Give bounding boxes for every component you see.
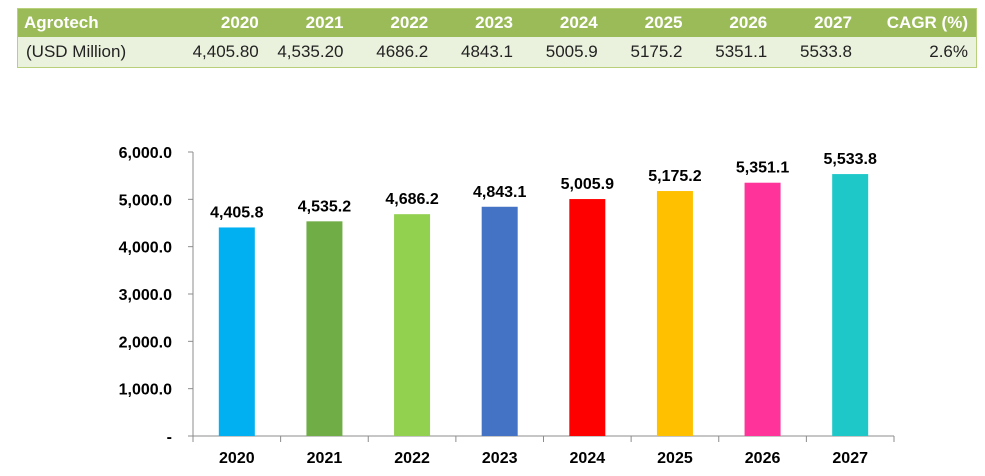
- table-cell: 5351.1: [690, 37, 776, 68]
- x-tick-label: 2021: [307, 450, 343, 467]
- x-tick-label: 2027: [832, 450, 868, 467]
- bar-2023: [481, 206, 518, 436]
- bar-2020: [218, 227, 255, 436]
- table-cell: 4,535.20: [266, 37, 352, 68]
- bar-2022: [394, 214, 431, 436]
- table-header-cell: 2020: [182, 8, 267, 37]
- y-axis: - 1,000.0 2,000.0 3,000.0 4,000.0 5,000.0 6,00…: [119, 145, 194, 446]
- bar-2021: [306, 221, 343, 436]
- x-tick-label: 2020: [219, 450, 255, 467]
- y-tick-label: 3,000.0: [119, 287, 172, 304]
- bar-2024: [569, 199, 606, 436]
- x-axis: 2020 2021 2022 2023 2024 2025 2026 2027: [192, 435, 895, 467]
- y-tick-label: 2,000.0: [119, 334, 172, 351]
- bar-2026: [744, 182, 781, 436]
- data-labels: 4,405.8 4,535.2 4,686.2 4,843.1 5,005.9 5,175…: [210, 151, 877, 221]
- table-header-cell: 2026: [690, 8, 776, 37]
- table-header-cell: 2027: [775, 8, 860, 37]
- y-tick-label: 4,000.0: [119, 240, 172, 257]
- data-label: 4,843.1: [473, 184, 526, 201]
- data-label: 4,405.8: [210, 204, 263, 221]
- y-tick-label: 5,000.0: [119, 192, 172, 209]
- x-tick-label: 2025: [657, 450, 693, 467]
- table-cell: 5533.8: [775, 37, 860, 68]
- table-cell: 2.6%: [860, 37, 977, 68]
- table-header-row: Agrotech 2020 2021 2022 2023 2024 2025 2…: [17, 8, 977, 37]
- table-cell: (USD Million): [17, 37, 182, 68]
- table-header-cell: CAGR (%): [860, 8, 977, 37]
- table-cell: 4843.1: [436, 37, 521, 68]
- bar-2025: [656, 191, 693, 436]
- table-cell: 4,405.80: [182, 37, 267, 68]
- y-tick-label: -: [167, 429, 172, 446]
- data-label: 4,535.2: [298, 198, 351, 215]
- table-header-cell: 2023: [436, 8, 521, 37]
- data-label: 5,005.9: [561, 176, 614, 193]
- table-cell: 5175.2: [605, 37, 691, 68]
- table-header-cell: 2021: [266, 8, 352, 37]
- x-tick-label: 2023: [482, 450, 518, 467]
- bar-2027: [832, 174, 869, 436]
- table-row: (USD Million) 4,405.80 4,535.20 4686.2 4…: [17, 37, 977, 68]
- table-header-cell: 2025: [605, 8, 691, 37]
- data-label: 5,351.1: [736, 160, 789, 177]
- table-header-cell: Agrotech: [17, 8, 182, 37]
- table-header-cell: 2024: [521, 8, 606, 37]
- data-label: 5,175.2: [648, 168, 701, 185]
- bars: [218, 174, 869, 436]
- table-header-cell: 2022: [351, 8, 437, 37]
- market-size-table: Agrotech 2020 2021 2022 2023 2024 2025 2…: [17, 8, 977, 68]
- x-tick-label: 2022: [394, 450, 430, 467]
- y-tick-label: 6,000.0: [119, 145, 172, 162]
- data-label: 4,686.2: [385, 191, 438, 208]
- data-label: 5,533.8: [823, 151, 876, 168]
- x-tick-label: 2024: [570, 450, 606, 467]
- y-tick-label: 1,000.0: [119, 382, 172, 399]
- table-cell: 4686.2: [351, 37, 437, 68]
- table-cell: 5005.9: [521, 37, 606, 68]
- x-tick-label: 2026: [745, 450, 781, 467]
